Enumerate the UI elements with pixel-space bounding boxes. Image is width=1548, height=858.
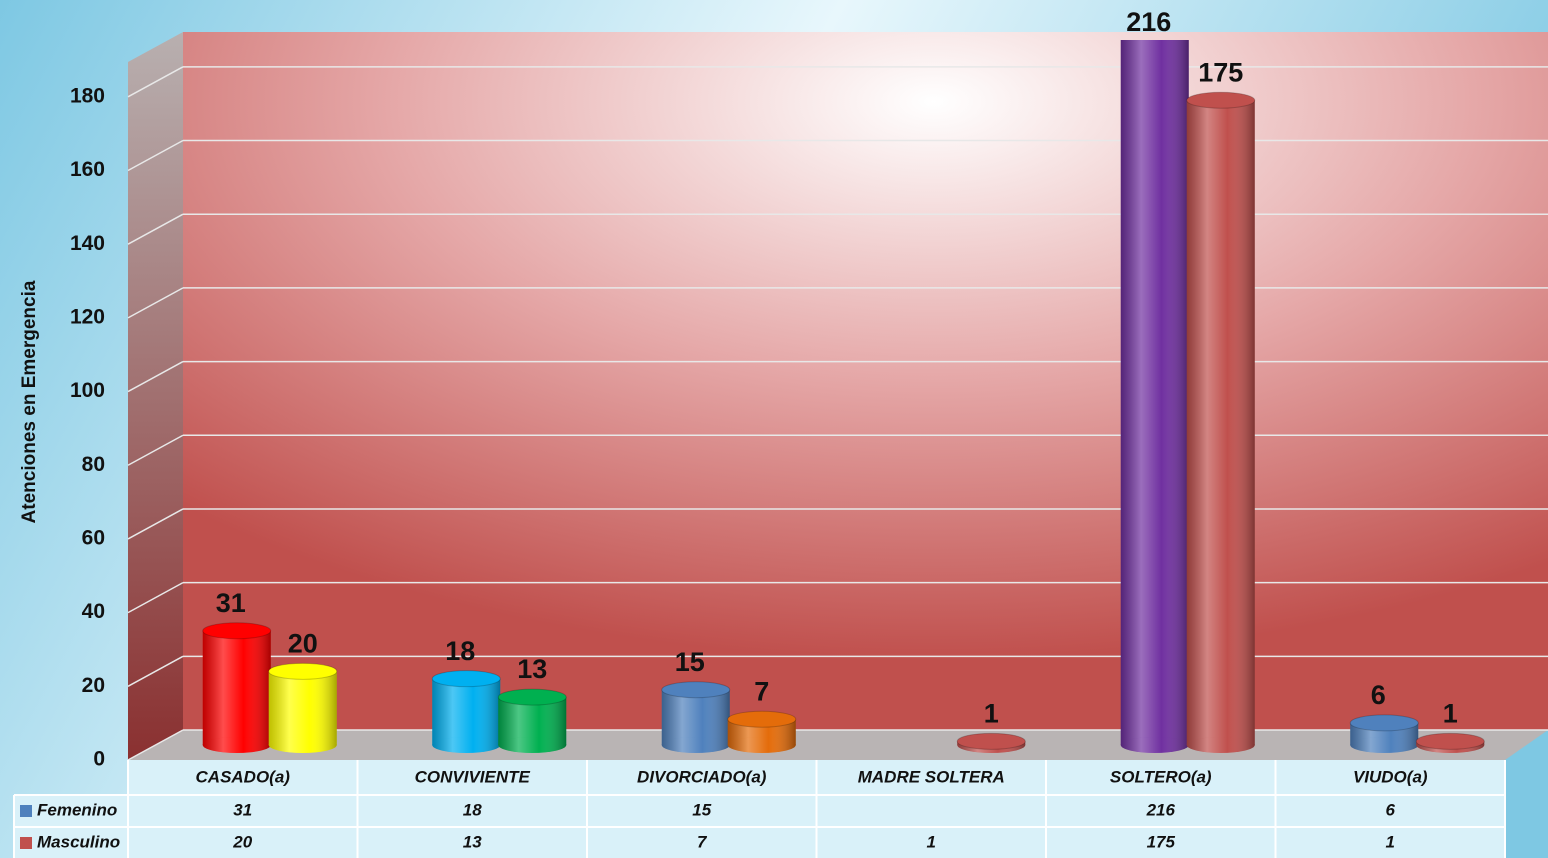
x-tick-label: SOLTERO(a) — [1110, 767, 1212, 786]
legend-label: Masculino — [37, 832, 120, 851]
bar-top — [1186, 91, 1256, 109]
y-tick-label: 100 — [70, 379, 105, 402]
bar-bottom-shade — [432, 737, 501, 753]
bar-bottom-shade — [1120, 737, 1189, 753]
table-cell: 15 — [692, 800, 711, 819]
bar-top — [1349, 714, 1419, 732]
x-tick-label: CASADO(a) — [196, 767, 291, 786]
table-cell: 13 — [463, 832, 482, 851]
bar-top — [1415, 732, 1485, 750]
table-cell: 7 — [697, 832, 708, 851]
bar — [727, 710, 797, 753]
back-wall — [183, 32, 1548, 730]
bar-shade — [202, 630, 271, 745]
bar — [202, 622, 272, 753]
bar-bottom-shade — [727, 737, 796, 753]
value-label: 15 — [675, 647, 705, 677]
bar-shade — [268, 671, 337, 745]
bar-shade — [432, 678, 501, 745]
grid-line — [127, 434, 184, 466]
bar — [1186, 91, 1256, 753]
grid-line — [127, 508, 184, 540]
bar — [1415, 732, 1485, 753]
value-label: 20 — [288, 628, 318, 658]
legend-label: Femenino — [37, 800, 117, 819]
bar — [268, 662, 338, 753]
y-tick-label: 0 — [93, 748, 105, 771]
bar — [661, 681, 731, 753]
bar-top — [661, 681, 731, 699]
grid-line — [127, 213, 184, 245]
bar — [497, 688, 567, 753]
grid-line — [127, 287, 184, 319]
value-label: 1 — [1443, 698, 1458, 728]
value-label: 6 — [1371, 680, 1386, 710]
table-cell: 1 — [927, 832, 936, 851]
bar-top — [202, 622, 272, 640]
bar-bottom-shade — [1186, 737, 1255, 753]
y-tick-label: 80 — [82, 453, 105, 476]
grid-line — [127, 581, 184, 614]
floor — [128, 730, 1548, 760]
y-tick-label: 40 — [82, 600, 105, 623]
grid-line — [127, 139, 184, 172]
y-axis-label: Atenciones en Emergencia — [19, 280, 40, 523]
y-tick-label: 160 — [70, 158, 105, 181]
table-cell: 20 — [232, 832, 252, 851]
bar-bottom-shade — [661, 737, 730, 753]
bar — [1349, 714, 1419, 753]
value-label: 13 — [517, 654, 547, 684]
table-cell: 6 — [1386, 800, 1396, 819]
bar — [1120, 40, 1189, 753]
bar — [956, 732, 1026, 753]
grid-line — [127, 655, 184, 687]
table-cell: 18 — [463, 800, 482, 819]
bar-top — [268, 662, 338, 680]
value-label: 216 — [1126, 7, 1171, 37]
bar-bottom-shade — [202, 737, 271, 753]
y-tick-label: 180 — [70, 84, 105, 107]
bar — [431, 670, 501, 753]
value-label: 7 — [754, 676, 769, 706]
bar-top — [497, 688, 567, 706]
x-tick-label: VIUDO(a) — [1353, 767, 1428, 786]
y-tick-label: 60 — [82, 526, 105, 549]
bar-top — [431, 670, 501, 688]
grid-line — [127, 360, 184, 393]
table-cell: 216 — [1146, 800, 1176, 819]
table-cell: 175 — [1147, 832, 1176, 851]
bar-bottom-shade — [268, 737, 337, 753]
bar-shade — [661, 689, 730, 745]
bar-shade — [1120, 40, 1189, 746]
bar-bottom-shade — [1350, 737, 1419, 753]
y-tick-label: 140 — [70, 232, 105, 255]
y-tick-label: 20 — [82, 674, 105, 697]
value-label: 18 — [445, 636, 475, 666]
side-wall — [128, 32, 183, 760]
bar-bottom-shade — [498, 737, 567, 753]
value-label: 31 — [216, 588, 246, 618]
table-cell: 31 — [233, 800, 252, 819]
x-tick-label: DIVORCIADO(a) — [637, 767, 767, 786]
grid-line — [127, 729, 184, 761]
bar-top — [727, 710, 797, 728]
bar-shade — [1186, 100, 1255, 745]
x-tick-label: MADRE SOLTERA — [858, 767, 1005, 786]
legend-key — [20, 805, 32, 817]
value-label: 175 — [1198, 57, 1243, 87]
bar-top — [956, 732, 1026, 750]
value-label: 1 — [984, 698, 999, 728]
y-tick-label: 120 — [70, 305, 105, 328]
table-cell: 1 — [1386, 832, 1395, 851]
x-tick-label: CONVIVIENTE — [415, 767, 531, 786]
legend-key — [20, 837, 32, 849]
grid-line — [127, 66, 184, 98]
